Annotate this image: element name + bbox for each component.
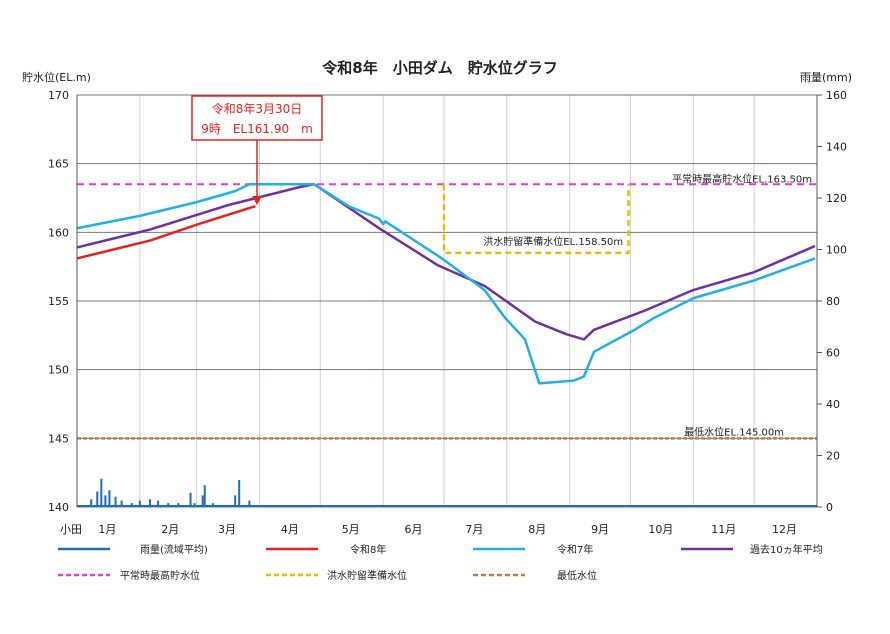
month-label: 6月 [405,523,423,536]
min-level-label: 最低水位EL.145.00m [684,425,784,438]
right-tick-label: 100 [826,244,847,257]
right-tick-label: 140 [826,141,847,154]
month-label: 11月 [711,523,736,536]
month-label: 12月 [772,523,797,536]
rainfall-bar [100,478,103,507]
month-label: 5月 [342,523,360,536]
left-tick-label: 170 [48,89,69,102]
rainfall-bar [120,500,123,507]
annotation-line1: 令和8年3月30日 [212,101,303,116]
month-label: 8月 [528,523,546,536]
month-label: 10月 [648,523,673,536]
right-tick-label: 40 [826,398,840,411]
series-line-令和7年 [76,183,816,385]
month-label: 3月 [218,523,236,536]
right-tick-label: 20 [826,450,840,463]
grid [77,94,817,508]
annotation-line2: 9時 EL161.90 m [201,122,313,136]
rainfall-bar [248,500,251,507]
rainfall-bar [114,496,117,507]
rainfall-bar [234,495,237,507]
annotation-box [191,95,323,141]
legend-label: 洪水貯留準備水位 [327,569,407,582]
right-tick-label: 120 [826,192,847,205]
series-lines [76,183,816,385]
rainfall-bar [108,490,111,507]
flood-reserve-level-line [442,184,630,255]
left-tick-label: 150 [48,364,69,377]
left-tick-label: 140 [48,501,69,514]
left-tick-label: 155 [48,295,69,308]
right-tick-label: 60 [826,347,840,360]
legend-label: 令和7年 [557,543,593,556]
series-line-過去10ヵ年平均 [76,183,816,341]
rainfall-bar [238,479,241,507]
rainfall-bar [201,495,204,507]
axes: 140 145 150 155 160 165 170 0 20 40 60 80 100 120 140 1… [48,89,847,536]
rainfall-bar [96,491,99,507]
legend-label: 雨量(流域平均) [140,543,208,556]
rainfall-bar [157,500,160,507]
right-tick-label: 80 [826,295,840,308]
month-label: 2月 [161,523,179,536]
right-axis-label: 雨量(mm) [800,71,852,84]
rainfall-bar [189,492,192,507]
left-tick-label: 165 [48,158,69,171]
left-axis-label: 貯水位(EL.m) [22,70,91,84]
legend-label: 最低水位 [557,569,597,582]
legend-label: 過去10ヵ年平均 [750,543,823,556]
month-label: 9月 [591,523,609,536]
rainfall-bar [203,485,206,507]
legend-label: 平常時最高貯水位 [120,569,200,582]
month-label: 1月 [98,523,116,536]
rainfall-bar [138,500,141,507]
chart-title: 令和8年 小田ダム 貯水位グラフ [322,59,557,77]
station-label: 小田 [60,523,82,536]
left-tick-label: 160 [48,226,69,239]
annotation-arrowhead [252,196,262,205]
legend-label: 令和8年 [350,543,386,556]
rainfall-bar [90,499,93,507]
rainfall-bar [148,499,151,507]
rainfall-bars [77,478,817,507]
month-label: 7月 [465,523,483,536]
right-tick-label: 160 [826,89,847,102]
latest-annotation: 令和8年3月30日 9時 EL161.90 m [191,95,323,205]
month-label: 4月 [281,523,299,536]
left-tick-label: 145 [48,432,69,445]
series-line-令和8年 [76,205,256,260]
flood-reserve-level-label: 洪水貯留準備水位EL.158.50m [483,235,623,248]
max-normal-level-label: 平常時最高貯水位EL.163.50m [672,172,812,185]
right-tick-label: 0 [826,501,833,514]
rainfall-bar [104,495,107,507]
reference-lines: 平常時最高貯水位EL.163.50m 洪水貯留準備水位EL.158.50m 最低水位… [77,172,817,440]
